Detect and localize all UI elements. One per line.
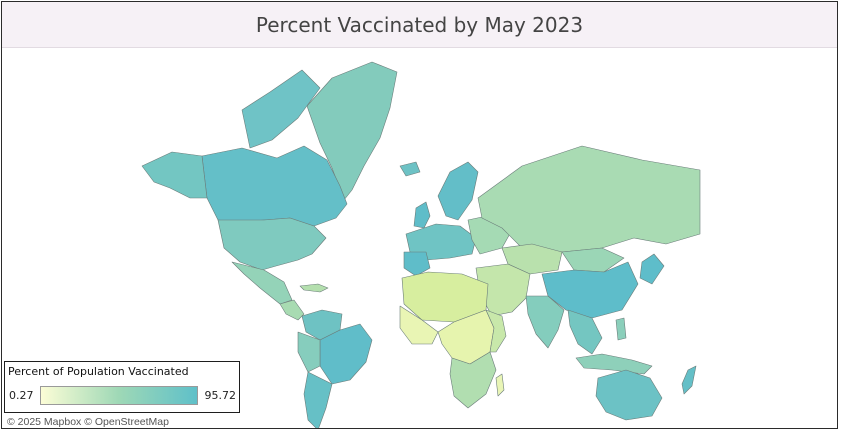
legend-title: Percent of Population Vaccinated [8,365,189,378]
arctic-islands-shape[interactable] [241,69,321,149]
korea-japan-shape[interactable] [639,253,665,285]
russia-shape[interactable] [477,145,701,253]
uk-ireland-shape[interactable] [413,201,431,229]
title-bar: Percent Vaccinated by May 2023 [2,2,837,48]
madagascar-shape[interactable] [495,373,505,397]
color-legend: Percent of Population Vaccinated 0.27 95… [4,361,240,413]
indonesia-shape[interactable] [575,353,653,375]
world-map[interactable] [2,48,837,431]
legend-color-ramp [40,386,198,405]
choropleth-map[interactable] [2,48,837,431]
southern-africa-shape[interactable] [449,351,497,409]
new-zealand-shape[interactable] [681,365,697,395]
southeast-asia-shape[interactable] [567,309,603,355]
philippines-shape[interactable] [615,317,627,341]
mongolia-shape[interactable] [561,247,625,273]
india-shape[interactable] [525,295,565,349]
canada-shape[interactable] [201,145,348,227]
central-america-shape[interactable] [279,299,305,321]
east-africa-shape[interactable] [485,309,507,353]
legend-min-value: 0.27 [9,389,34,402]
usa-shape[interactable] [217,217,327,271]
brazil-shape[interactable] [319,323,373,385]
greenland-shape[interactable] [306,61,398,201]
peru-bolivia-shape[interactable] [297,331,321,373]
map-title: Percent Vaccinated by May 2023 [255,12,584,37]
west-africa-shape[interactable] [399,305,439,345]
scandinavia-shape[interactable] [437,161,479,221]
iceland-shape[interactable] [399,161,421,177]
australia-shape[interactable] [595,369,663,421]
map-attribution[interactable]: © 2025 Mapbox © OpenStreetMap [7,416,169,428]
southern-cone-shape[interactable] [303,371,333,431]
china-shape[interactable] [541,261,639,319]
alaska-shape[interactable] [141,151,208,199]
legend-max-value: 95.72 [204,389,237,402]
caribbean-shape[interactable] [299,283,329,293]
iberia-shape[interactable] [403,251,431,277]
